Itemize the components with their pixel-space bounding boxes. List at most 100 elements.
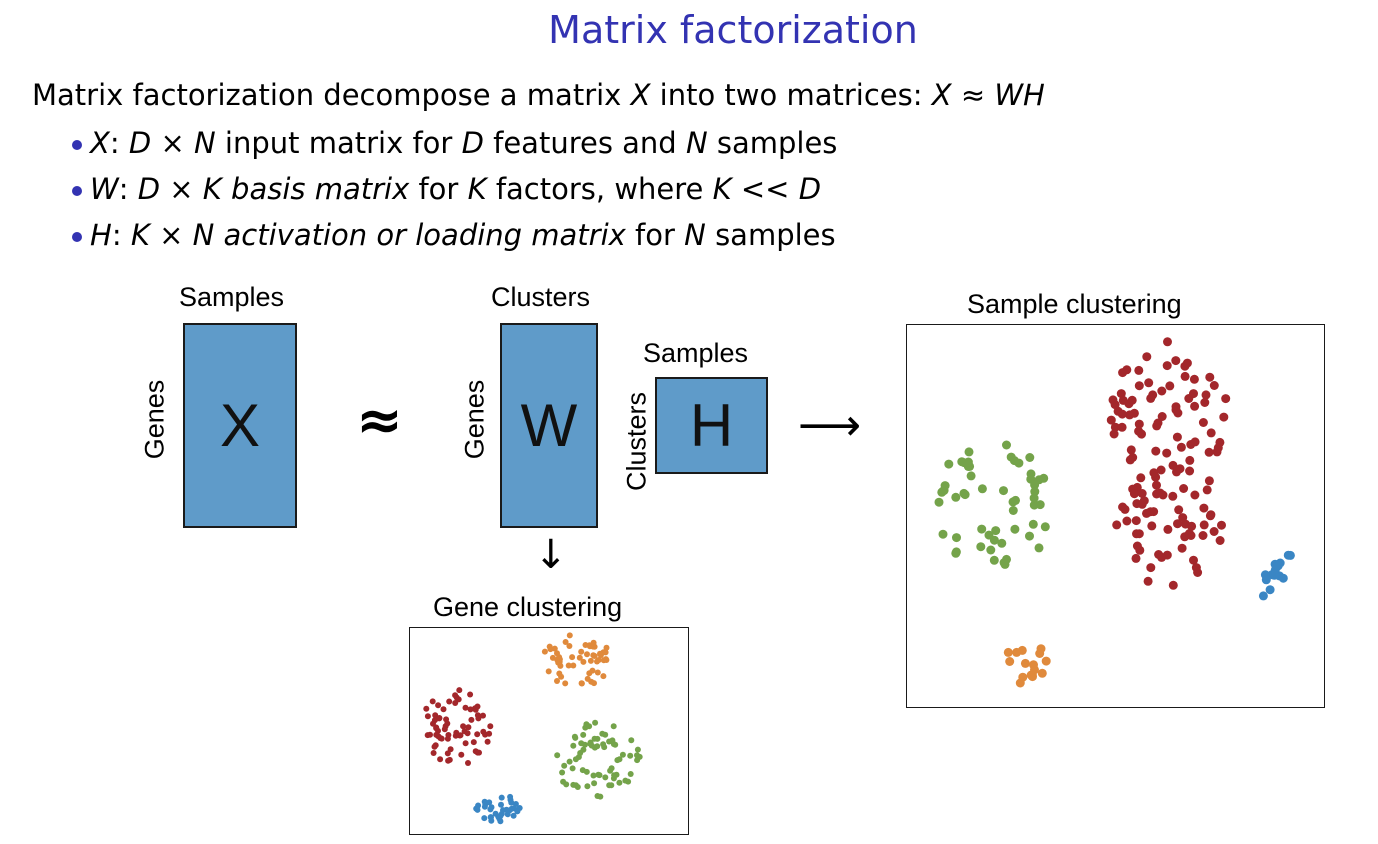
gene-cluster-orange-dot (602, 649, 609, 656)
gene-cluster-green-dot (554, 752, 561, 759)
sample-cluster-red-dot (1171, 356, 1181, 366)
gene-cluster-red-dot (447, 746, 454, 753)
sample-cluster-red-dot (1132, 529, 1141, 539)
gene-cluster-red-dot (465, 724, 472, 731)
sample-cluster-red-dot (1185, 455, 1195, 465)
gene-cluster-red-dot (468, 716, 475, 723)
h-samples-label: Samples (643, 338, 749, 368)
sample-cluster-red-dot (1177, 543, 1187, 553)
sample-cluster-blue-dot (1269, 570, 1279, 580)
gene-cluster-green-dot (594, 743, 601, 750)
sample-cluster-red-dot (1215, 536, 1225, 545)
sample-cluster-red-dot (1153, 418, 1163, 428)
gene-cluster-red-dot (435, 702, 442, 709)
w-clusters-label: Clusters (491, 282, 591, 312)
sample-cluster-red-dot (1106, 415, 1116, 425)
sample-cluster-red-dot (1125, 455, 1135, 465)
down-arrow-icon: ↓ (534, 532, 568, 578)
gene-cluster-blue-dot (474, 806, 481, 813)
bullet-h-definition: H: K × N activation or loading matrix fo… (72, 218, 837, 264)
sample-cluster-red-dot (1110, 422, 1120, 432)
gene-cluster-green-dot (597, 793, 604, 800)
gene-cluster-blue-dot (481, 798, 488, 805)
gene-cluster-orange-dot (562, 680, 569, 687)
sample-cluster-red-dot (1184, 529, 1194, 538)
gene-cluster-green-dot (591, 780, 598, 787)
gene-cluster-red-dot (480, 728, 487, 735)
sample-cluster-red-dot (1117, 409, 1127, 419)
gene-cluster-red-dot (433, 731, 440, 738)
sample-cluster-green-dot (944, 459, 954, 469)
gene-cluster-orange-dot (603, 644, 610, 651)
gene-cluster-green-dot (627, 771, 634, 777)
gene-cluster-red-dot (423, 705, 430, 712)
gene-cluster-blue-dot (487, 806, 494, 813)
slide-title: Matrix factorization (548, 8, 918, 52)
gene-cluster-blue-dot (481, 815, 488, 822)
gene-cluster-green-dot (625, 778, 632, 785)
sample-cluster-red-dot (1209, 381, 1219, 390)
sample-cluster-red-dot (1168, 491, 1178, 501)
sample-cluster-red-dot (1163, 524, 1173, 534)
sample-cluster-orange-dot (1037, 668, 1047, 678)
sample-cluster-orange-dot (1029, 660, 1038, 670)
gene-cluster-green-dot (577, 750, 584, 756)
gene-cluster-orange-dot (562, 639, 569, 645)
gene-cluster-red-dot (437, 756, 444, 763)
sample-cluster-green-dot (1025, 531, 1034, 541)
sample-cluster-red-dot (1163, 337, 1172, 347)
sample-cluster-green-dot (989, 555, 999, 565)
gene-cluster-blue-dot (486, 799, 493, 806)
gene-cluster-orange-dot (566, 643, 573, 649)
sample-cluster-red-dot (1157, 386, 1167, 396)
x-samples-label: Samples (179, 282, 285, 312)
gene-cluster-red-dot (464, 730, 471, 737)
sample-cluster-red-dot (1189, 555, 1198, 565)
gene-cluster-orange-dot (547, 646, 554, 653)
gene-cluster-orange-dot (597, 652, 604, 659)
sample-cluster-red-dot (1204, 447, 1214, 457)
x-genes-label: Genes (139, 379, 170, 460)
gene-cluster-red-dot (441, 726, 448, 733)
gene-cluster-orange-dot (576, 654, 583, 661)
gene-cluster-red-dot (424, 713, 431, 720)
bullet-dot-icon (72, 186, 82, 196)
gene-cluster-red-dot (436, 715, 443, 722)
gene-cluster-orange-dot (557, 662, 564, 669)
gene-cluster-orange-dot (590, 652, 597, 659)
gene-cluster-green-dot (634, 746, 641, 753)
sample-cluster-red-dot (1180, 371, 1190, 381)
sample-cluster-green-dot (977, 524, 987, 534)
sample-cluster-green-dot (1002, 440, 1011, 450)
bullet-x-definition: X: D × N input matrix for D features and… (72, 126, 837, 172)
sample-cluster-red-dot (1149, 507, 1159, 517)
gene-cluster-blue-dot (508, 805, 515, 812)
gene-cluster-orange-dot (565, 662, 572, 669)
gene-cluster-red-dot (458, 751, 465, 758)
sample-cluster-red-dot (1187, 521, 1197, 531)
sample-cluster-blue-dot (1273, 561, 1283, 571)
bullet-w-definition: W: D × K basis matrix for K factors, whe… (72, 172, 837, 218)
gene-cluster-orange-dot (602, 656, 609, 663)
sample-clustering-scatter (934, 337, 1295, 688)
gene-cluster-green-dot (560, 778, 567, 785)
gene-cluster-red-dot (462, 740, 469, 747)
sample-cluster-red-dot (1152, 480, 1161, 490)
sample-cluster-red-dot (1134, 381, 1144, 391)
gene-cluster-blue-dot (512, 801, 519, 807)
gene-cluster-green-dot (616, 779, 623, 786)
sample-cluster-green-dot (984, 530, 994, 540)
sample-cluster-green-dot (986, 545, 996, 555)
sample-cluster-red-dot (1178, 513, 1188, 523)
sample-cluster-red-dot (1206, 428, 1216, 438)
gene-cluster-orange-dot (545, 668, 552, 675)
gene-clustering-title: Gene clustering (433, 592, 623, 622)
sample-cluster-orange-dot (1015, 678, 1025, 688)
sample-cluster-green-dot (952, 533, 961, 543)
gene-cluster-red-dot (470, 739, 477, 746)
gene-cluster-red-dot (427, 731, 433, 738)
gene-cluster-orange-dot (554, 678, 560, 684)
sample-cluster-red-dot (1185, 466, 1195, 476)
gene-cluster-green-dot (602, 774, 609, 781)
gene-cluster-red-dot (456, 687, 463, 694)
